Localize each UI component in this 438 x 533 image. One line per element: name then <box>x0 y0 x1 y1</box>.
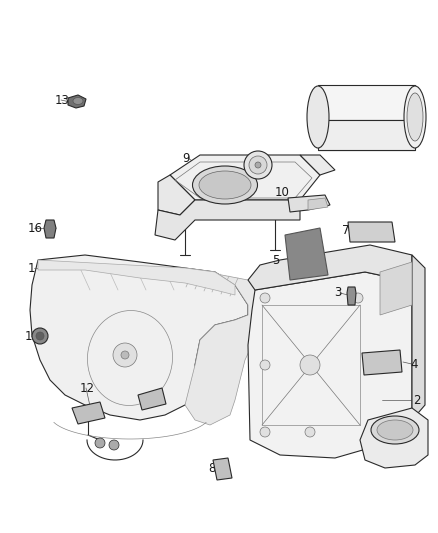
Ellipse shape <box>199 171 251 199</box>
Circle shape <box>113 343 137 367</box>
Polygon shape <box>318 85 415 120</box>
Polygon shape <box>248 245 412 290</box>
Polygon shape <box>72 402 105 424</box>
Polygon shape <box>412 255 425 420</box>
Ellipse shape <box>404 86 426 148</box>
Polygon shape <box>170 155 320 200</box>
Text: 9: 9 <box>182 151 190 165</box>
Polygon shape <box>347 287 356 305</box>
Polygon shape <box>213 458 232 480</box>
Text: 15: 15 <box>25 329 40 343</box>
Text: 16: 16 <box>28 222 43 235</box>
Circle shape <box>109 440 119 450</box>
Circle shape <box>244 151 272 179</box>
Text: 11: 11 <box>248 166 263 179</box>
Polygon shape <box>185 268 280 425</box>
Circle shape <box>36 332 44 340</box>
Ellipse shape <box>73 98 83 104</box>
Text: 8: 8 <box>208 462 215 474</box>
Polygon shape <box>68 95 86 108</box>
Ellipse shape <box>371 416 419 444</box>
Circle shape <box>300 355 320 375</box>
Circle shape <box>32 328 48 344</box>
Polygon shape <box>380 262 412 315</box>
Text: 4: 4 <box>410 359 417 372</box>
Circle shape <box>255 162 261 168</box>
Circle shape <box>260 293 270 303</box>
Circle shape <box>260 427 270 437</box>
Text: 10: 10 <box>275 187 290 199</box>
Text: 7: 7 <box>342 223 350 237</box>
Circle shape <box>95 438 105 448</box>
Polygon shape <box>38 260 235 295</box>
Polygon shape <box>348 222 395 242</box>
Ellipse shape <box>407 93 423 141</box>
Text: 5: 5 <box>272 254 279 266</box>
Polygon shape <box>308 198 328 210</box>
Polygon shape <box>248 272 412 458</box>
Ellipse shape <box>307 86 329 148</box>
Polygon shape <box>155 200 300 240</box>
Polygon shape <box>44 220 56 238</box>
Polygon shape <box>300 155 335 175</box>
Polygon shape <box>158 175 195 215</box>
Circle shape <box>249 156 267 174</box>
Text: 1: 1 <box>28 262 35 274</box>
Polygon shape <box>138 388 166 410</box>
Circle shape <box>353 293 363 303</box>
Text: 3: 3 <box>334 287 341 300</box>
Polygon shape <box>318 120 415 150</box>
Text: 12: 12 <box>80 382 95 394</box>
Circle shape <box>121 351 129 359</box>
Polygon shape <box>362 350 402 375</box>
Ellipse shape <box>192 166 258 204</box>
Ellipse shape <box>377 420 413 440</box>
Polygon shape <box>30 255 248 420</box>
Polygon shape <box>288 195 330 212</box>
Text: 13: 13 <box>55 93 70 107</box>
Polygon shape <box>360 408 428 468</box>
Text: 2: 2 <box>413 393 420 407</box>
Text: 6: 6 <box>416 125 424 139</box>
Polygon shape <box>285 228 328 280</box>
Circle shape <box>305 427 315 437</box>
Circle shape <box>260 360 270 370</box>
